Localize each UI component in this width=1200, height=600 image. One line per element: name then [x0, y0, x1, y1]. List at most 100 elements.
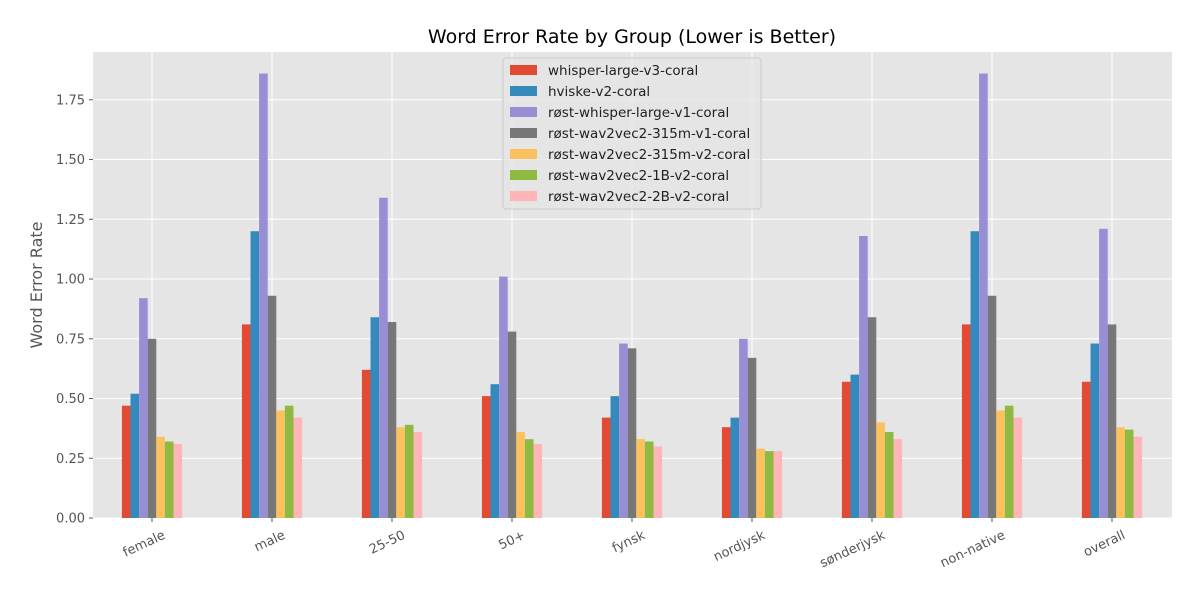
- y-tick-label: 1.75: [56, 93, 85, 108]
- bar: [601, 417, 611, 518]
- bar: [619, 343, 628, 518]
- bar: [121, 405, 131, 518]
- x-tick-label: female: [121, 528, 168, 561]
- legend-label: røst-wav2vec2-2B-v2-coral: [548, 189, 729, 205]
- bar: [130, 393, 140, 518]
- bar: [739, 338, 748, 518]
- x-tick-label: overall: [1081, 528, 1127, 560]
- bar: [404, 424, 414, 518]
- bar: [867, 317, 877, 518]
- bar: [1004, 405, 1014, 518]
- legend-swatch: [510, 128, 537, 138]
- y-tick-label: 1.25: [56, 213, 85, 228]
- bar: [653, 446, 663, 518]
- bar: [1116, 427, 1125, 518]
- x-tick-label: male: [252, 528, 288, 555]
- y-axis-ticks: 0.00 0.25 0.50 0.75 1.00 1.25 1.50 1.75: [56, 93, 93, 527]
- legend-label: whisper-large-v3-coral: [548, 63, 698, 79]
- bar: [627, 348, 637, 518]
- legend: whisper-large-v3-coral hviske-v2-coral røs…: [502, 57, 762, 210]
- x-tick-label: 50+: [496, 528, 527, 553]
- y-tick-label: 0.50: [56, 392, 85, 407]
- legend-label: røst-wav2vec2-315m-v2-coral: [548, 147, 750, 163]
- bar: [516, 431, 525, 518]
- y-tick-label: 0.75: [56, 332, 85, 347]
- bar: [164, 441, 174, 518]
- bar: [730, 417, 740, 518]
- chart-title: Word Error Rate by Group (Lower is Bette…: [428, 26, 836, 48]
- y-tick-label: 1.50: [56, 153, 85, 168]
- bar: [387, 322, 397, 518]
- bar: [1099, 228, 1108, 519]
- bar: [850, 374, 860, 518]
- bar: [987, 295, 997, 518]
- x-tick-label: 25-50: [367, 528, 408, 558]
- legend-label: hviske-v2-coral: [548, 84, 650, 100]
- bar: [524, 439, 534, 518]
- bar: [139, 298, 148, 518]
- bar: [884, 431, 894, 518]
- bar: [610, 396, 620, 518]
- bar: [1107, 324, 1117, 518]
- legend-swatch: [510, 191, 537, 201]
- x-tick-label: nordjysk: [711, 528, 768, 565]
- legend-box: [502, 57, 762, 210]
- bar: [970, 231, 980, 518]
- bar: [1124, 429, 1134, 518]
- bar: [499, 276, 508, 518]
- bar: [893, 439, 903, 518]
- x-tick-label: sønderjysk: [818, 528, 888, 571]
- bar: [533, 443, 543, 518]
- bar: [293, 417, 303, 518]
- bar: [413, 431, 423, 518]
- y-tick-label: 0.00: [56, 512, 85, 527]
- bar: [156, 436, 165, 518]
- bar: [1013, 417, 1023, 518]
- bar: [764, 451, 774, 518]
- y-tick-label: 1.00: [56, 273, 85, 288]
- bar: [284, 405, 294, 518]
- bar: [481, 396, 491, 518]
- legend-swatch: [510, 170, 537, 180]
- bar: [267, 295, 277, 518]
- bar: [756, 448, 765, 518]
- bar: [859, 236, 868, 518]
- bar: [996, 410, 1005, 518]
- bar: [747, 357, 757, 518]
- bar: [361, 369, 371, 518]
- bar: [507, 331, 517, 518]
- bar: [370, 317, 380, 518]
- bar: [961, 324, 971, 518]
- bar: [147, 338, 157, 518]
- bar: [636, 439, 645, 518]
- bar: [379, 197, 388, 518]
- bar: [1090, 343, 1100, 518]
- bar: [173, 443, 183, 518]
- bar: [841, 381, 851, 518]
- legend-label: røst-wav2vec2-1B-v2-coral: [548, 168, 729, 184]
- bar: [979, 73, 988, 518]
- bar: [721, 427, 731, 518]
- legend-swatch: [510, 86, 537, 96]
- y-axis-label: Word Error Rate: [27, 222, 46, 349]
- bar: [1081, 381, 1091, 518]
- legend-swatch: [510, 149, 537, 159]
- y-tick-label: 0.25: [56, 452, 85, 467]
- bar: [259, 73, 268, 518]
- x-tick-label: non-native: [938, 528, 1008, 571]
- bar: [773, 451, 783, 518]
- bars: [121, 73, 1143, 519]
- bar: [276, 410, 285, 518]
- legend-swatch: [510, 107, 537, 117]
- bar: [396, 427, 405, 518]
- x-tick-label: fynsk: [610, 528, 648, 556]
- legend-swatch: [510, 65, 537, 75]
- bar: [876, 422, 885, 518]
- bar: [644, 441, 654, 518]
- bar: [1133, 436, 1143, 518]
- bar: [241, 324, 251, 518]
- legend-label: røst-wav2vec2-315m-v1-coral: [548, 126, 750, 142]
- x-axis-ticks: female male 25-50 50+ fynsk nordjysk sønderjys…: [121, 518, 1128, 571]
- legend-label: røst-whisper-large-v1-coral: [548, 105, 729, 121]
